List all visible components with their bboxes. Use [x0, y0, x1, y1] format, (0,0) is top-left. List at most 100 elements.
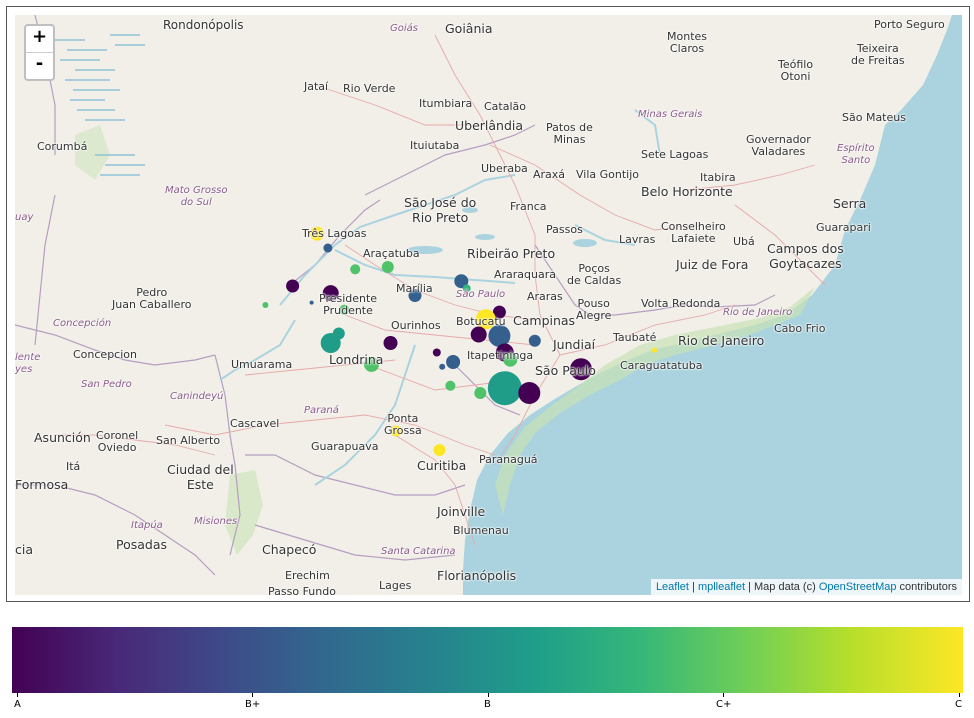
data-marker[interactable] — [383, 336, 398, 350]
label-itumbiara: Itumbiara — [419, 97, 473, 110]
label-catalao: Catalão — [484, 100, 527, 113]
label-porto-seguro: Porto Seguro — [874, 18, 945, 31]
label-volta-redonda: Volta Redonda — [641, 297, 721, 310]
label-franca: Franca — [510, 200, 547, 213]
label-joinville: Joinville — [437, 504, 486, 519]
osm-link[interactable]: OpenStreetMap — [818, 581, 897, 593]
colorbar-tick-mark — [488, 693, 489, 697]
map[interactable]: + - Leaflet | mplleaflet | Map data (c) … — [15, 15, 962, 595]
data-marker[interactable] — [528, 334, 541, 347]
data-marker[interactable] — [445, 380, 456, 391]
label-presidente: Presidente Prudente — [319, 292, 378, 317]
label-concepcion: Concepcion — [73, 348, 137, 361]
label-marilia: Marília — [396, 282, 433, 295]
label-curitiba: Curitiba — [417, 458, 467, 473]
label-asuncion: Asunción — [34, 430, 91, 445]
label-londrina: Londrina — [329, 352, 384, 367]
data-marker[interactable] — [446, 355, 461, 369]
mplleaflet-link[interactable]: mplleaflet — [697, 581, 746, 593]
label-parana: Paraná — [304, 405, 339, 416]
label-cia: cia — [15, 542, 34, 557]
data-marker[interactable] — [570, 358, 592, 381]
data-marker[interactable] — [488, 324, 511, 347]
label-cabo-frio: Cabo Frio — [774, 322, 826, 335]
label-juiz: Juiz de Fora — [676, 257, 749, 272]
label-montes-claros: Montes Claros — [667, 30, 708, 55]
data-marker[interactable] — [323, 243, 333, 253]
label-aracatuba: Araçatuba — [363, 247, 420, 260]
basemap — [15, 15, 962, 595]
label-blumenau: Blumenau — [453, 524, 509, 537]
label-paranagua: Paranaguá — [479, 453, 538, 466]
data-marker[interactable] — [439, 363, 446, 370]
data-marker[interactable] — [475, 309, 496, 330]
zoom-control: + - — [24, 24, 55, 81]
roads — [55, 34, 826, 546]
data-marker[interactable] — [408, 289, 422, 302]
label-vila-gontijo: Vila Gontijo — [576, 168, 640, 181]
label-pouso: Pouso Alegre — [576, 297, 612, 322]
data-marker[interactable] — [470, 326, 487, 343]
data-marker[interactable] — [364, 356, 379, 372]
data-marker[interactable] — [652, 347, 657, 353]
label-sao-jose: São José do Rio Preto — [404, 195, 477, 225]
attribution-separator: | — [688, 581, 698, 593]
label-florianopolis: Florianópolis — [437, 568, 517, 583]
label-passo-fundo: Passo Fundo — [268, 585, 336, 595]
leaflet-link[interactable]: Leaflet — [655, 581, 689, 593]
data-marker[interactable] — [286, 279, 300, 293]
label-lente: lente yes — [15, 352, 41, 375]
label-minas-gerais: Minas Gerais — [638, 109, 703, 120]
label-sao-mateus: São Mateus — [842, 111, 906, 124]
data-marker[interactable] — [432, 348, 441, 357]
label-ituiutaba: Ituiutaba — [410, 139, 460, 152]
label-cascavel: Cascavel — [230, 417, 280, 430]
colorbar-tick-bplus: B+ — [245, 699, 261, 710]
colorbar-tick-mark — [252, 693, 253, 697]
data-marker[interactable] — [320, 333, 341, 353]
label-misiones: Misiones — [194, 516, 238, 527]
data-marker[interactable] — [322, 285, 339, 302]
data-marker[interactable] — [310, 226, 325, 241]
label-sao-paulo-city: São Paulo — [535, 363, 596, 378]
label-canindeyu: Canindeyú — [170, 391, 224, 402]
label-san-alberto: San Alberto — [156, 434, 221, 447]
data-marker[interactable] — [518, 382, 541, 404]
zoom-in-button[interactable]: + — [26, 26, 53, 53]
label-ribeirao: Ribeirão Preto — [467, 246, 556, 261]
label-posadas: Posadas — [116, 537, 168, 552]
data-marker[interactable] — [309, 300, 314, 305]
label-mato-grosso: Mato Grosso do Sul — [165, 185, 228, 208]
colorbar — [12, 627, 963, 693]
data-marker[interactable] — [433, 444, 446, 456]
data-marker[interactable] — [492, 305, 506, 319]
label-ita: Itá — [66, 460, 81, 473]
label-jatai: Jataí — [304, 80, 329, 93]
colorbar-tick-a: A — [14, 699, 21, 710]
label-rio-city: Rio de Janeiro — [678, 333, 765, 348]
label-espirito-santo: Espírito Santo — [837, 143, 875, 166]
label-guarapuava: Guarapuava — [311, 440, 379, 453]
data-marker[interactable] — [462, 284, 471, 293]
label-governador: Governador Valadares — [746, 133, 811, 158]
data-marker[interactable] — [454, 274, 469, 289]
label-araras: Araras — [527, 290, 563, 303]
data-marker[interactable] — [339, 304, 350, 315]
data-marker[interactable] — [487, 371, 522, 406]
label-guarapari: Guarapari — [816, 221, 871, 234]
label-concepcion-state: Concepción — [53, 318, 112, 329]
label-erechim: Erechim — [285, 569, 330, 582]
data-marker[interactable] — [503, 352, 518, 367]
label-rondonopolis: Rondonópolis — [163, 18, 244, 32]
data-marker[interactable] — [262, 302, 269, 308]
data-marker[interactable] — [381, 261, 394, 273]
data-marker[interactable] — [350, 264, 361, 275]
data-marker[interactable] — [474, 387, 487, 399]
zoom-out-button[interactable]: - — [35, 53, 44, 74]
label-lavras: Lavras — [619, 233, 656, 246]
data-marker[interactable] — [390, 425, 402, 437]
label-teixeira: Teixeira de Freitas — [851, 42, 905, 67]
label-santa-catarina: Santa Catarina — [381, 546, 456, 557]
label-goiania: Goiânia — [445, 21, 493, 36]
attribution: Leaflet | mplleaflet | Map data (c) Open… — [650, 579, 962, 595]
